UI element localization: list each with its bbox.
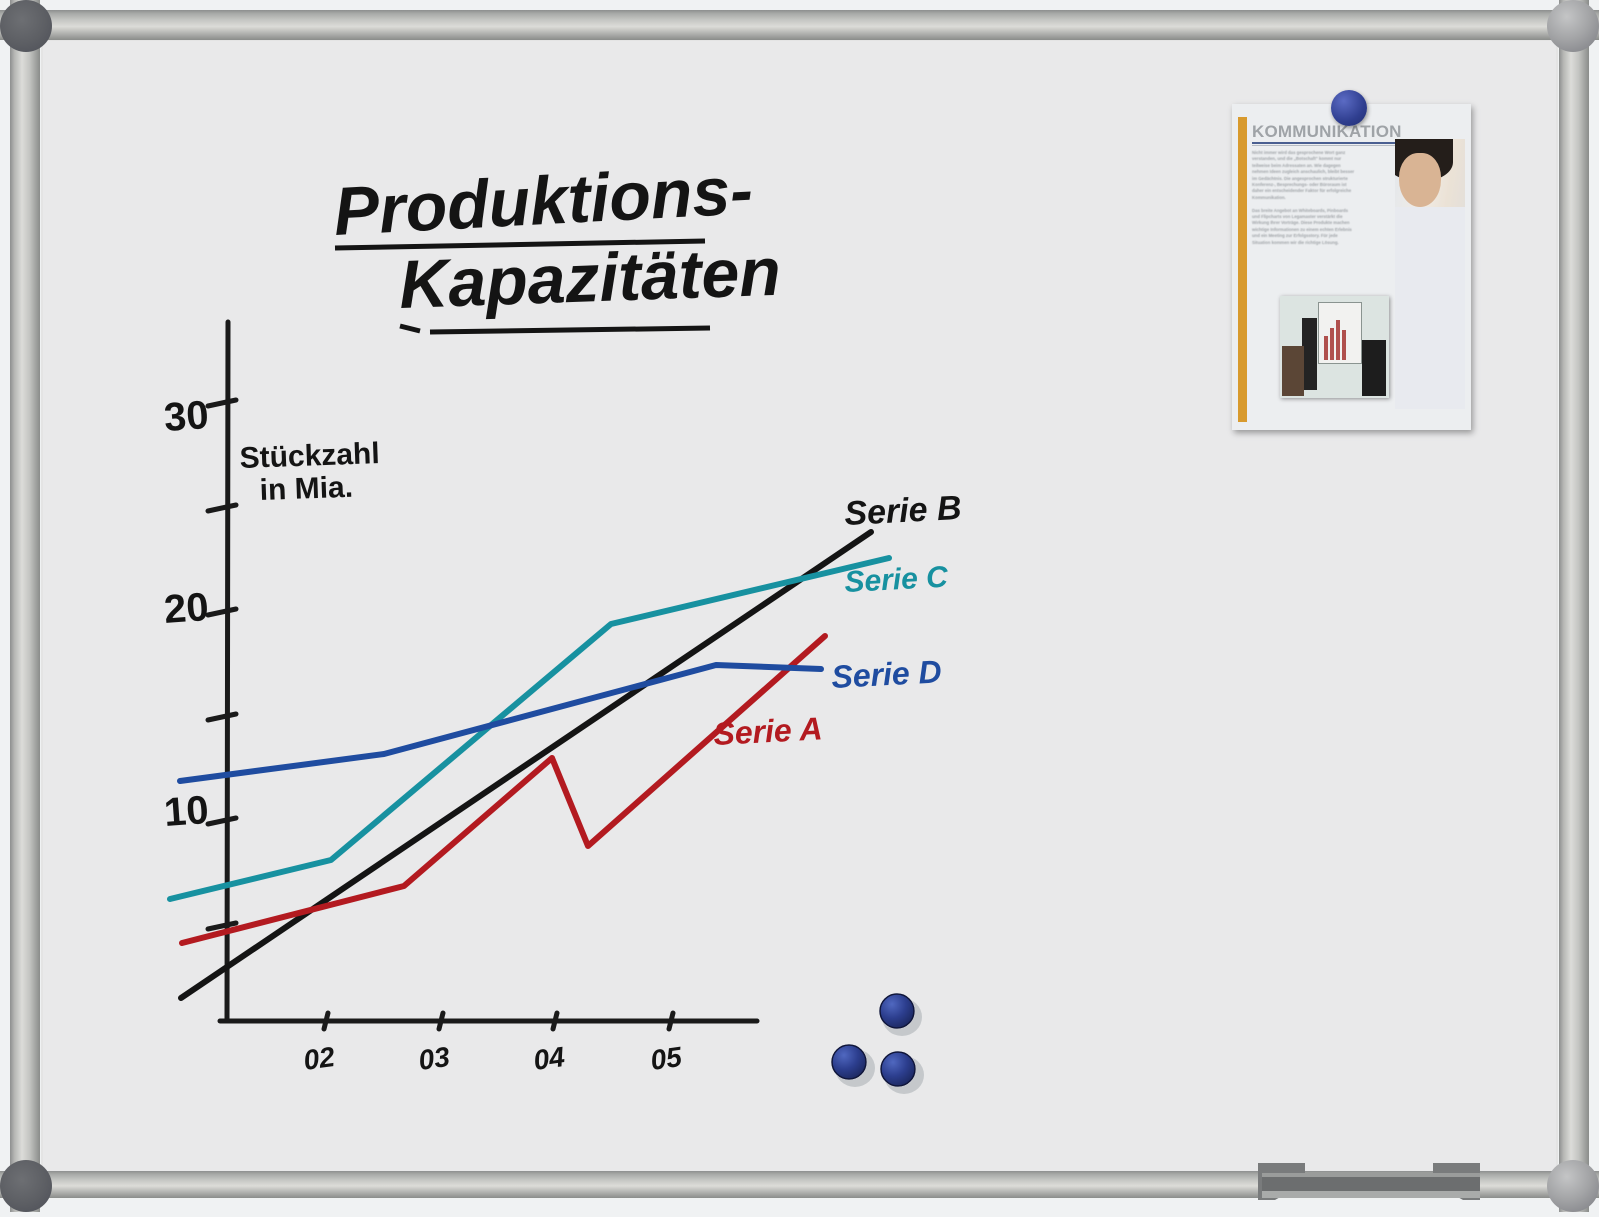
svg-text:Stückzahl: Stückzahl — [239, 437, 380, 475]
svg-text:30: 30 — [163, 393, 210, 440]
svg-text:10: 10 — [163, 788, 210, 835]
svg-text:02: 02 — [302, 1041, 338, 1076]
svg-text:05: 05 — [649, 1041, 685, 1076]
svg-text:Kapazitäten: Kapazitäten — [398, 234, 782, 323]
svg-text:03: 03 — [417, 1041, 453, 1076]
svg-text:04: 04 — [532, 1041, 568, 1076]
svg-text:20: 20 — [163, 585, 210, 632]
svg-text:Serie C: Serie C — [844, 561, 950, 599]
svg-text:Serie A: Serie A — [712, 710, 823, 752]
svg-text:Serie D: Serie D — [830, 653, 942, 695]
svg-text:in Mia.: in Mia. — [259, 471, 353, 507]
svg-text:Serie B: Serie B — [843, 489, 962, 533]
